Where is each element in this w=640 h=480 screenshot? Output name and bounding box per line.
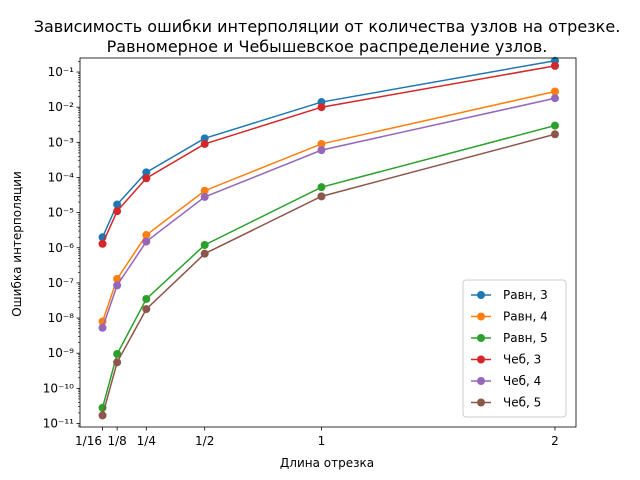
legend-marker-6 bbox=[477, 398, 485, 407]
chart-title-line-1: Зависимость ошибки интерполяции от колич… bbox=[34, 17, 621, 36]
y-tick-label: 10⁻⁷ bbox=[48, 276, 75, 290]
y-tick-label: 10⁻⁹ bbox=[48, 346, 75, 360]
x-tick-label: 1 bbox=[318, 434, 326, 448]
data-point-s2-6 bbox=[550, 87, 559, 96]
legend-marker-5 bbox=[477, 377, 485, 385]
data-point-s3-6 bbox=[550, 121, 559, 130]
legend-box bbox=[462, 279, 567, 418]
y-tick-label: 10⁻¹⁰ bbox=[43, 381, 74, 395]
y-tick-label: 10⁻³ bbox=[48, 135, 75, 149]
data-point-s1-2 bbox=[113, 200, 122, 209]
legend-marker-3 bbox=[477, 334, 485, 342]
chart-title-line-2: Равномерное и Чебышевское распределение … bbox=[107, 37, 548, 56]
data-point-s6-1 bbox=[98, 411, 107, 420]
data-point-s6-4 bbox=[200, 249, 209, 258]
x-tick-label: 1/16 bbox=[75, 434, 102, 448]
legend-marker-4 bbox=[477, 355, 485, 364]
data-point-s3-5 bbox=[317, 183, 326, 192]
y-axis-label: Ошибка интерполяции bbox=[10, 171, 24, 317]
data-point-s2-5 bbox=[317, 139, 326, 148]
data-point-s2-2 bbox=[113, 274, 122, 283]
x-tick-label: 1/2 bbox=[195, 434, 214, 448]
data-point-s3-3 bbox=[142, 294, 151, 303]
data-point-s5-5 bbox=[317, 146, 326, 155]
legend-label-6: Чеб, 5 bbox=[503, 396, 541, 410]
data-point-s6-5 bbox=[317, 192, 326, 201]
data-point-s3-2 bbox=[113, 349, 122, 358]
data-point-s5-4 bbox=[200, 192, 209, 201]
data-point-s5-6 bbox=[550, 94, 559, 103]
series-line-6 bbox=[101, 133, 556, 416]
x-axis-label: Длина отрезка bbox=[280, 456, 374, 470]
y-tick-label: 10⁻¹ bbox=[48, 65, 75, 79]
data-point-s4-2 bbox=[113, 207, 122, 216]
data-point-s5-1 bbox=[98, 323, 107, 332]
data-point-s6-3 bbox=[142, 305, 151, 314]
legend-label-2: Равн, 4 bbox=[503, 310, 548, 324]
data-point-s4-6 bbox=[550, 61, 559, 70]
data-point-s6-2 bbox=[113, 358, 122, 367]
legend-marker-1 bbox=[477, 291, 485, 299]
axes-frame bbox=[79, 57, 577, 428]
legend-label-5: Чеб, 4 bbox=[503, 374, 541, 388]
y-tick-label: 10⁻⁸ bbox=[48, 311, 75, 325]
legend-label-1: Равн, 3 bbox=[503, 288, 548, 302]
data-point-s5-3 bbox=[142, 237, 151, 246]
legend-label-4: Чеб, 3 bbox=[503, 353, 541, 367]
series-line-4 bbox=[101, 65, 556, 245]
legend-marker-2 bbox=[477, 312, 485, 321]
data-point-s6-6 bbox=[550, 130, 559, 139]
y-tick-label: 10⁻¹¹ bbox=[43, 416, 74, 430]
data-point-s4-5 bbox=[317, 103, 326, 112]
series-line-5 bbox=[101, 97, 556, 328]
data-point-s2-4 bbox=[200, 186, 209, 195]
data-point-s3-4 bbox=[200, 240, 209, 249]
y-tick-label: 10⁻⁶ bbox=[48, 241, 75, 255]
data-point-s4-1 bbox=[98, 239, 107, 248]
data-point-s5-2 bbox=[113, 281, 122, 290]
data-point-s1-3 bbox=[142, 168, 151, 177]
plot-area: 10⁻¹¹ 10⁻¹⁰ 10⁻⁹ 10⁻⁸ 10⁻⁷ 10⁻⁶ 10⁻⁵ 10⁻⁴ 10⁻³ 10… bbox=[43, 56, 577, 448]
data-point-s1-4 bbox=[200, 134, 209, 143]
x-tick-label: 1/8 bbox=[107, 434, 126, 448]
y-tick-label: 10⁻⁵ bbox=[48, 206, 75, 220]
data-point-s2-3 bbox=[142, 231, 151, 240]
data-point-s4-4 bbox=[200, 139, 209, 148]
x-tick-label: 1/4 bbox=[137, 434, 156, 448]
legend-label-3: Равн, 5 bbox=[503, 331, 548, 345]
legend: Равн, 3 Равн, 4 Равн, 5 Чеб, 3 Чеб, 4 Чеб, 5 bbox=[462, 279, 567, 418]
y-tick-label: 10⁻² bbox=[48, 100, 75, 114]
x-tick-label: 2 bbox=[551, 434, 559, 448]
y-tick-label: 10⁻⁴ bbox=[48, 170, 75, 184]
data-point-s4-3 bbox=[142, 174, 151, 183]
